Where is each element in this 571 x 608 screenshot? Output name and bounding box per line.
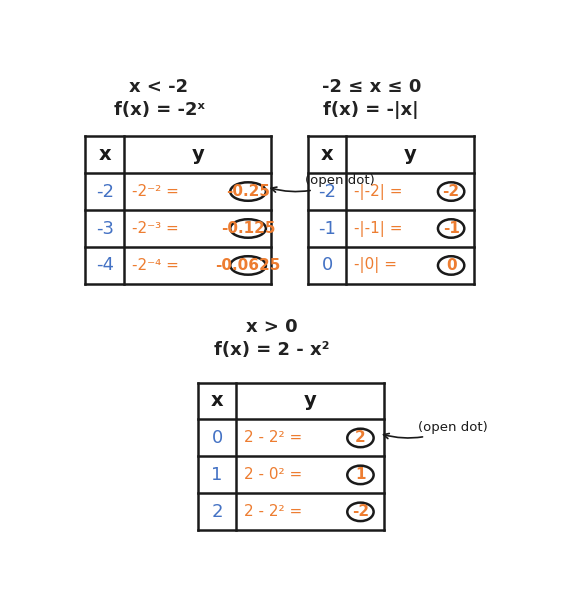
- Text: y: y: [191, 145, 204, 164]
- Text: -2⁻⁴ =: -2⁻⁴ =: [132, 258, 183, 273]
- Text: -0.0625: -0.0625: [215, 258, 281, 273]
- Text: 2: 2: [211, 503, 223, 521]
- Text: x: x: [321, 145, 333, 164]
- Text: 2 - 0² =: 2 - 0² =: [244, 468, 307, 482]
- Text: (open dot): (open dot): [384, 421, 488, 438]
- Text: x: x: [211, 392, 223, 410]
- Text: -2⁻³ =: -2⁻³ =: [132, 221, 183, 236]
- Text: 2: 2: [355, 430, 366, 446]
- Text: -2: -2: [318, 182, 336, 201]
- Text: 2 - 2² =: 2 - 2² =: [244, 505, 307, 519]
- Text: x > 0: x > 0: [246, 318, 297, 336]
- Text: -|0| =: -|0| =: [354, 257, 402, 274]
- Text: -2: -2: [96, 182, 114, 201]
- Text: 1: 1: [355, 468, 365, 482]
- Text: -2: -2: [352, 505, 369, 519]
- Text: -|-1| =: -|-1| =: [354, 221, 408, 237]
- Text: -1: -1: [443, 221, 460, 236]
- Text: -2 ≤ x ≤ 0: -2 ≤ x ≤ 0: [321, 78, 421, 96]
- Text: x < -2: x < -2: [130, 78, 188, 96]
- Text: -|-2| =: -|-2| =: [354, 184, 408, 199]
- Text: f(x) = 2 - x²: f(x) = 2 - x²: [214, 341, 329, 359]
- Text: -0.25: -0.25: [226, 184, 270, 199]
- Text: 0: 0: [211, 429, 223, 447]
- Text: 0: 0: [321, 257, 333, 274]
- Text: 2 - 2² =: 2 - 2² =: [244, 430, 307, 446]
- Text: -0.125: -0.125: [221, 221, 275, 236]
- Text: y: y: [304, 392, 316, 410]
- Text: 0: 0: [446, 258, 456, 273]
- Text: -4: -4: [96, 257, 114, 274]
- Text: -3: -3: [96, 219, 114, 238]
- Text: 1: 1: [211, 466, 223, 484]
- Text: -2: -2: [443, 184, 460, 199]
- Text: f(x) = -|x|: f(x) = -|x|: [324, 101, 419, 119]
- Text: (open dot): (open dot): [271, 174, 375, 192]
- Text: -2⁻² =: -2⁻² =: [132, 184, 183, 199]
- Text: -1: -1: [318, 219, 336, 238]
- Text: y: y: [404, 145, 417, 164]
- Text: x: x: [98, 145, 111, 164]
- Text: f(x) = -2ˣ: f(x) = -2ˣ: [114, 101, 204, 119]
